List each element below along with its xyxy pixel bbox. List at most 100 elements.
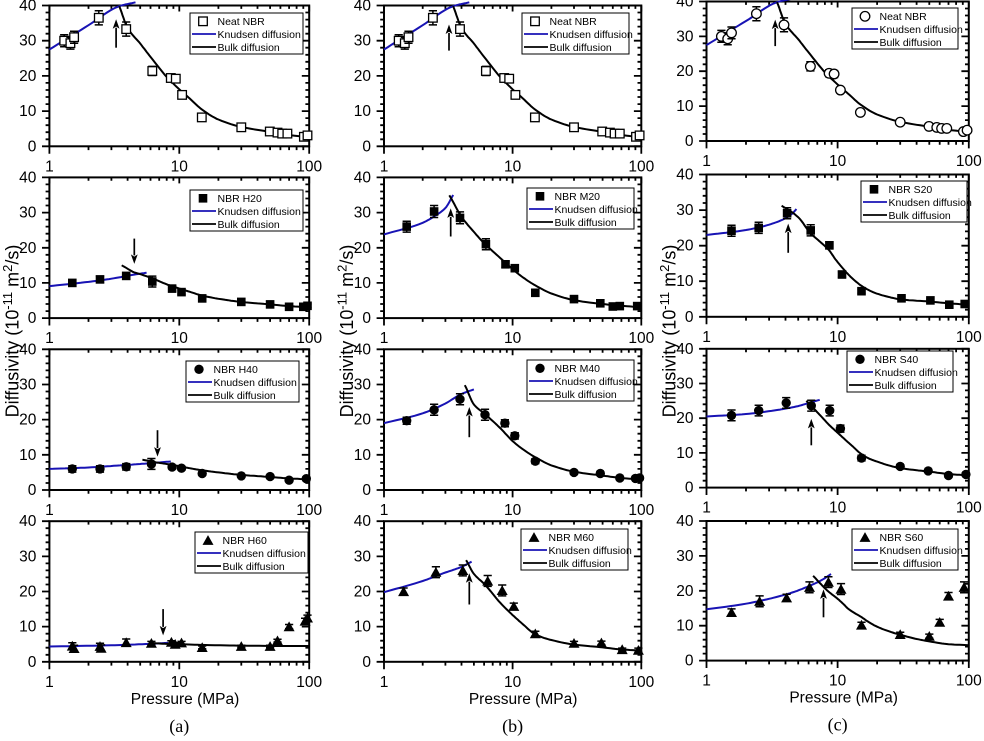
svg-text:10: 10	[504, 674, 522, 691]
svg-text:NBR M60: NBR M60	[549, 532, 595, 544]
svg-text:(b): (b)	[502, 716, 523, 736]
svg-text:10: 10	[354, 447, 372, 464]
svg-text:20: 20	[19, 412, 37, 429]
svg-text:Knudsen diffusion: Knudsen diffusion	[555, 376, 638, 388]
svg-text:30: 30	[19, 548, 37, 565]
svg-text:1: 1	[45, 502, 54, 519]
svg-text:40: 40	[19, 513, 37, 530]
svg-text:10: 10	[829, 500, 847, 517]
svg-text:100: 100	[296, 158, 322, 175]
svg-text:10: 10	[676, 273, 694, 290]
svg-text:40: 40	[676, 0, 694, 11]
svg-text:0: 0	[685, 133, 694, 150]
svg-text:Bulk diffusion: Bulk diffusion	[218, 219, 280, 231]
svg-text:NBR H60: NBR H60	[223, 535, 268, 547]
svg-text:NBR H40: NBR H40	[214, 364, 259, 376]
svg-text:40: 40	[354, 341, 372, 358]
svg-text:Bulk diffusion: Bulk diffusion	[555, 389, 617, 401]
svg-text:NBR H20: NBR H20	[218, 193, 263, 205]
svg-text:30: 30	[354, 205, 372, 222]
svg-text:20: 20	[19, 584, 37, 601]
svg-text:100: 100	[628, 502, 654, 519]
svg-text:30: 30	[676, 202, 694, 219]
svg-text:NBR S20: NBR S20	[889, 184, 933, 196]
svg-text:10: 10	[829, 673, 847, 690]
svg-text:10: 10	[676, 618, 694, 635]
svg-text:Knudsen diffusion: Knudsen diffusion	[889, 197, 972, 209]
svg-text:Bulk diffusion: Bulk diffusion	[218, 42, 280, 54]
svg-text:40: 40	[19, 0, 37, 15]
svg-text:10: 10	[829, 153, 847, 170]
svg-text:1: 1	[380, 330, 389, 347]
svg-text:10: 10	[504, 330, 522, 347]
svg-text:100: 100	[956, 329, 982, 346]
svg-text:Diffusivity (10-11 m2/s): Diffusivity (10-11 m2/s)	[657, 245, 680, 418]
svg-text:1: 1	[380, 502, 389, 519]
svg-text:0: 0	[28, 654, 37, 671]
svg-text:Knudsen diffusion: Knudsen diffusion	[214, 377, 297, 389]
svg-text:Knudsen diffusion: Knudsen diffusion	[549, 545, 632, 557]
svg-text:30: 30	[19, 205, 37, 222]
svg-text:10: 10	[171, 502, 189, 519]
svg-text:30: 30	[19, 377, 37, 394]
svg-text:Knudsen diffusion: Knudsen diffusion	[555, 204, 638, 216]
svg-text:10: 10	[354, 275, 372, 292]
svg-text:Diffusivity (10-11 m2/s): Diffusivity (10-11 m2/s)	[0, 245, 22, 418]
svg-text:10: 10	[504, 502, 522, 519]
svg-text:Knudsen diffusion: Knudsen diffusion	[223, 548, 306, 560]
svg-text:NBR M20: NBR M20	[555, 191, 601, 203]
svg-text:0: 0	[362, 482, 371, 499]
svg-text:0: 0	[685, 480, 694, 497]
svg-text:30: 30	[676, 28, 694, 45]
svg-text:Neat NBR: Neat NBR	[880, 11, 928, 23]
svg-text:10: 10	[676, 445, 694, 462]
svg-text:30: 30	[676, 548, 694, 565]
svg-text:1: 1	[702, 153, 711, 170]
svg-text:10: 10	[354, 619, 372, 636]
svg-text:10: 10	[171, 330, 189, 347]
svg-text:20: 20	[354, 584, 372, 601]
svg-text:40: 40	[354, 513, 372, 530]
svg-text:Bulk diffusion: Bulk diffusion	[550, 42, 612, 54]
svg-text:20: 20	[354, 412, 372, 429]
svg-text:1: 1	[45, 330, 54, 347]
svg-text:NBR M40: NBR M40	[555, 363, 601, 375]
svg-text:Knudsen diffusion: Knudsen diffusion	[875, 367, 958, 379]
svg-text:Knudsen diffusion: Knudsen diffusion	[880, 545, 963, 557]
svg-text:0: 0	[28, 310, 37, 327]
svg-text:100: 100	[956, 153, 982, 170]
svg-text:Bulk diffusion: Bulk diffusion	[880, 558, 942, 570]
svg-text:Knudsen diffusion: Knudsen diffusion	[550, 29, 633, 41]
svg-text:Knudsen diffusion: Knudsen diffusion	[880, 24, 963, 36]
svg-text:0: 0	[362, 310, 371, 327]
svg-text:100: 100	[956, 673, 982, 690]
svg-text:20: 20	[676, 410, 694, 427]
svg-text:40: 40	[354, 169, 372, 186]
svg-text:30: 30	[19, 33, 37, 50]
svg-text:0: 0	[362, 654, 371, 671]
svg-text:10: 10	[171, 158, 189, 175]
svg-text:30: 30	[354, 548, 372, 565]
svg-text:20: 20	[19, 240, 37, 257]
svg-text:10: 10	[829, 329, 847, 346]
svg-text:Bulk diffusion: Bulk diffusion	[549, 558, 611, 570]
svg-text:100: 100	[628, 330, 654, 347]
svg-text:40: 40	[354, 0, 372, 15]
svg-text:10: 10	[19, 447, 37, 464]
svg-text:Pressure (MPa): Pressure (MPa)	[131, 691, 240, 708]
svg-text:0: 0	[362, 138, 371, 155]
svg-text:100: 100	[296, 330, 322, 347]
svg-text:10: 10	[19, 103, 37, 120]
svg-text:0: 0	[685, 653, 694, 670]
svg-text:100: 100	[628, 674, 654, 691]
svg-text:1: 1	[702, 500, 711, 517]
svg-text:Neat NBR: Neat NBR	[550, 16, 598, 28]
svg-text:1: 1	[45, 674, 54, 691]
svg-text:1: 1	[380, 674, 389, 691]
svg-text:40: 40	[676, 167, 694, 184]
svg-text:10: 10	[354, 103, 372, 120]
svg-text:40: 40	[19, 341, 37, 358]
svg-text:40: 40	[676, 341, 694, 358]
svg-text:1: 1	[380, 158, 389, 175]
svg-text:Bulk diffusion: Bulk diffusion	[223, 561, 285, 573]
